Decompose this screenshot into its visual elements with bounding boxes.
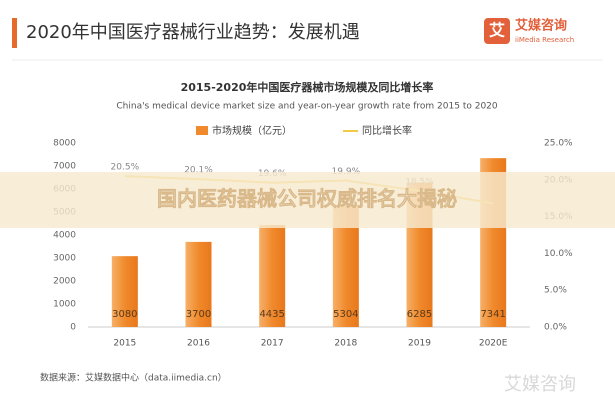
- title-accent: [12, 18, 17, 48]
- y2-tick-label: 10.0%: [544, 249, 573, 259]
- y-tick-label: 0: [70, 323, 76, 333]
- bar: [111, 256, 138, 327]
- y-tick-label: 2000: [53, 277, 76, 287]
- y2-tick-label: 0.0%: [544, 323, 567, 333]
- x-tick-label: 2015: [113, 339, 136, 349]
- logo: 艾媒咨询: [515, 18, 567, 34]
- y-tick-label: 7000: [53, 162, 76, 172]
- x-tick-label: 2016: [187, 339, 210, 349]
- legend-label: 市场规模（亿元）: [212, 124, 292, 137]
- bar-label: 7341: [480, 309, 505, 320]
- x-tick-label: 2018: [334, 339, 357, 349]
- line-label: 20.5%: [111, 163, 140, 173]
- y2-tick-label: 5.0%: [544, 286, 567, 296]
- legend-label: 同比增长率: [362, 124, 412, 137]
- banner-band: [0, 172, 615, 228]
- chart-title: 2015-2020年中国医疗器械市场规模及同比增长率: [181, 80, 434, 94]
- legend-swatch: [196, 126, 208, 135]
- logo-glyph: 艾: [489, 21, 505, 40]
- bar-label: 3700: [186, 309, 211, 320]
- logo-icon: [484, 18, 510, 44]
- y-tick-label: 8000: [53, 139, 76, 149]
- bar-label: 5304: [333, 309, 358, 320]
- bar-label: 6285: [407, 309, 432, 320]
- source: 数据来源：艾媒数据中心（data.iimedia.cn）: [40, 372, 227, 384]
- line-label: 20.1%: [184, 166, 213, 176]
- x-tick-label: 2019: [408, 339, 431, 349]
- y-tick-label: 4000: [53, 231, 76, 241]
- y-tick-label: 3000: [53, 254, 76, 264]
- x-tick-label: 2020E: [479, 339, 508, 349]
- watermark: 艾媒咨询: [504, 374, 576, 395]
- banner: 国内医药器械公司权威排名大揭秘: [157, 187, 457, 211]
- logo-sub: iiMedia Research: [515, 36, 574, 44]
- bar-label: 3080: [112, 309, 137, 320]
- y-tick-label: 1000: [53, 300, 76, 310]
- bar: [185, 241, 212, 327]
- chart-subtitle: China's medical device market size and y…: [116, 102, 498, 112]
- y2-tick-label: 25.0%: [544, 139, 573, 149]
- x-tick-label: 2017: [261, 339, 284, 349]
- page-title: 2020年中国医疗器械行业趋势：发展机遇: [26, 22, 360, 43]
- bar-label: 4435: [259, 309, 284, 320]
- bar: [259, 224, 286, 327]
